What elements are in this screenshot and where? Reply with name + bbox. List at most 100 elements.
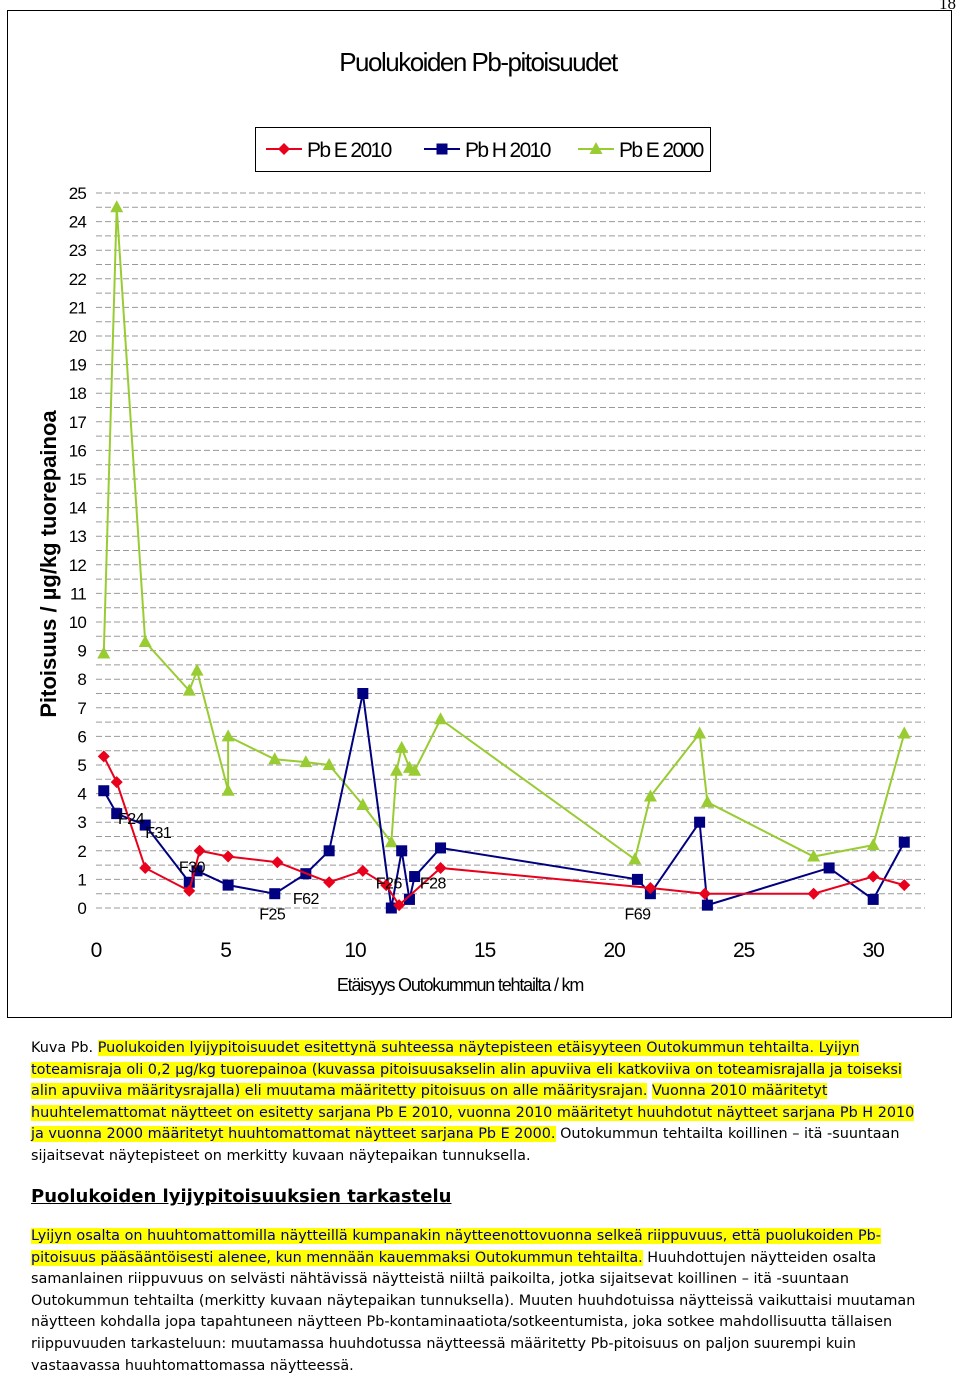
y-tick-label: 2	[77, 842, 86, 861]
y-tick-label: 6	[77, 727, 86, 746]
x-tick-label: 15	[474, 939, 496, 962]
point-label: F62	[293, 891, 320, 908]
y-tick-label: 16	[69, 441, 87, 460]
data-point	[111, 808, 123, 820]
x-tick-label: 25	[733, 939, 755, 962]
data-point	[138, 635, 152, 648]
data-point	[269, 888, 281, 900]
point-label: F24	[118, 811, 145, 828]
legend-svg: Pb E 2010 Pb H 2010 Pb E 2000	[266, 139, 705, 162]
data-point	[323, 876, 336, 889]
grid-lines	[96, 192, 925, 909]
data-point	[807, 849, 821, 862]
data-point	[694, 816, 706, 828]
legend-marker	[436, 143, 448, 155]
y-tick-label: 8	[77, 670, 86, 689]
y-axis-title: Pitoisuus / µg/kg tuorepainoa	[36, 410, 61, 718]
y-tick-label: 0	[77, 899, 86, 918]
point-label: F30	[179, 860, 206, 877]
x-tick-labels: 0 5 10 15 20 25 30	[91, 939, 886, 962]
data-point	[190, 663, 204, 676]
x-tick-label: 0	[91, 939, 102, 962]
data-point	[396, 845, 408, 857]
data-point	[191, 865, 203, 877]
data-point	[268, 752, 282, 765]
data-point	[139, 861, 152, 874]
data-point	[807, 887, 820, 900]
x-tick-label: 30	[863, 939, 885, 962]
x-tick-label: 20	[603, 939, 625, 962]
x-tick-label: 10	[344, 939, 366, 962]
data-point	[323, 845, 335, 857]
data-point	[97, 646, 111, 659]
data-point	[110, 200, 124, 213]
data-point	[434, 861, 447, 874]
data-point	[271, 856, 284, 869]
data-point	[823, 862, 835, 874]
y-tick-label: 24	[69, 213, 87, 232]
series-line	[102, 207, 906, 862]
data-point	[222, 879, 234, 891]
y-tick-label: 3	[77, 813, 86, 832]
data-point	[628, 852, 642, 865]
data-point	[403, 893, 415, 905]
series-line	[102, 693, 906, 909]
data-point	[897, 726, 911, 739]
legend-marker	[589, 142, 603, 154]
y-tick-labels: 0123456789101112131415161718192021222324…	[69, 184, 87, 918]
y-tick-label: 12	[69, 556, 87, 575]
data-point	[644, 881, 657, 894]
data-point	[97, 750, 110, 763]
data-point	[395, 740, 409, 753]
legend-label: Pb E 2010	[307, 139, 392, 162]
data-point	[867, 893, 879, 905]
point-label: F25	[259, 907, 286, 924]
data-point	[221, 783, 235, 796]
legend-marker	[278, 143, 290, 155]
point-label: F31	[145, 825, 172, 842]
legend-item: Pb H 2010	[424, 139, 552, 162]
data-point	[193, 844, 206, 857]
legend: Pb E 2010 Pb H 2010 Pb E 2000	[255, 127, 711, 172]
legend-label: Pb E 2000	[619, 139, 704, 162]
data-point	[698, 887, 711, 900]
y-tick-label: 10	[69, 613, 87, 632]
y-tick-label: 19	[69, 356, 87, 375]
data-point	[182, 683, 196, 696]
legend-item: Pb E 2010	[266, 139, 393, 162]
section-title: Puolukoiden lyijypitoisuuksien tarkastel…	[31, 1186, 452, 1207]
figure-caption: Kuva Pb. Puolukoiden lyijypitoisuudet es…	[31, 1038, 931, 1168]
data-point	[384, 835, 398, 848]
data-point	[898, 879, 911, 892]
data-point	[385, 902, 397, 914]
series-pb-e-2000	[97, 200, 911, 865]
data-point	[380, 879, 393, 892]
data-point	[434, 712, 448, 725]
chart-title: Puolukoiden Pb-pitoisuudet	[339, 47, 619, 77]
data-point	[408, 763, 422, 776]
y-tick-label: 4	[77, 785, 86, 804]
body-paragraph: Lyijyn osalta on huuhtomattomilla näytte…	[31, 1226, 936, 1377]
y-tick-label: 23	[69, 241, 87, 260]
x-axis-title: Etäisyys Outokummun tehtailta / km	[337, 975, 584, 995]
data-point	[183, 876, 195, 888]
point-label: F69	[624, 907, 651, 924]
chart-svg: Puolukoiden Pb-pitoisuudet 0123456789101…	[36, 47, 925, 995]
y-tick-label: 5	[77, 756, 86, 775]
data-point	[221, 729, 235, 742]
page-number: 18	[939, 0, 956, 13]
y-tick-label: 7	[77, 699, 86, 718]
data-point	[867, 870, 880, 883]
data-point	[183, 884, 196, 897]
data-point	[356, 864, 369, 877]
data-point	[356, 798, 370, 811]
y-tick-label: 11	[70, 584, 86, 603]
x-tick-label: 5	[220, 939, 231, 962]
y-tick-label: 13	[69, 527, 87, 546]
y-tick-label: 9	[77, 642, 86, 661]
data-point	[435, 842, 447, 854]
data-point	[98, 785, 110, 797]
y-tick-label: 1	[77, 870, 86, 889]
y-tick-label: 14	[69, 499, 87, 518]
